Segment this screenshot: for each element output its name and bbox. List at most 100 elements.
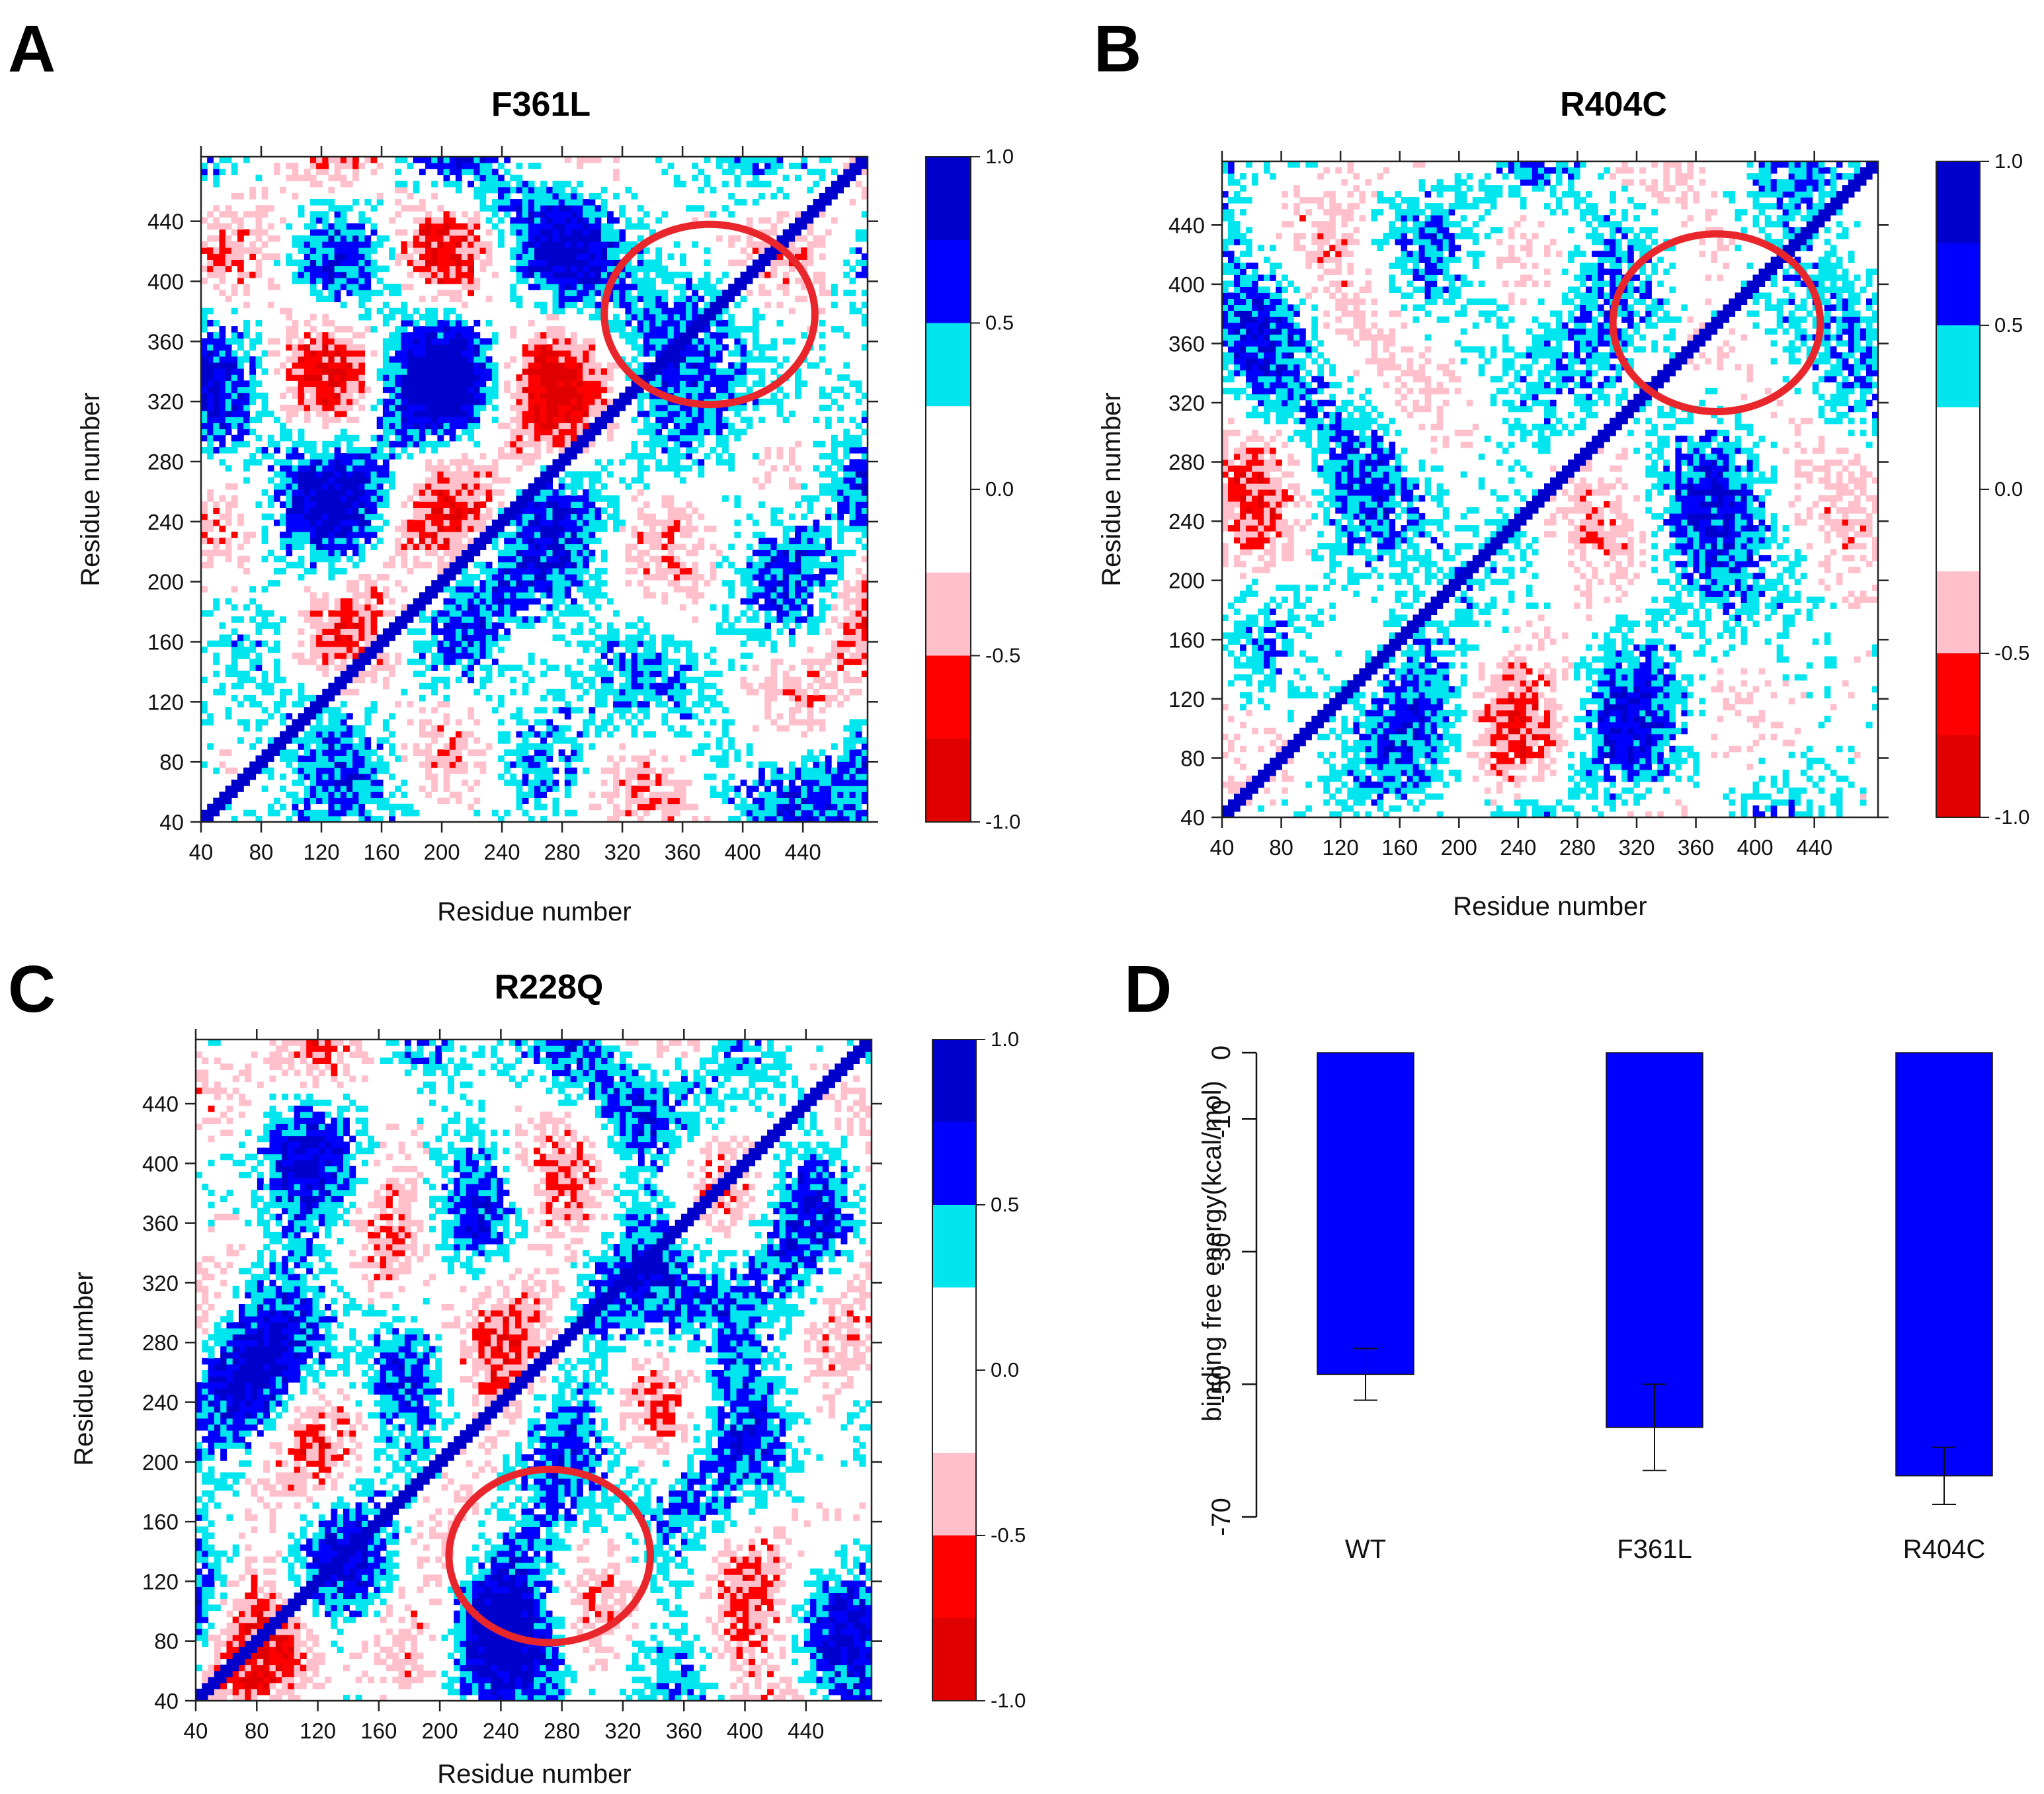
heatmap-cell (413, 344, 420, 351)
heatmap-cell (613, 296, 620, 302)
heatmap-cell (607, 229, 614, 236)
heatmap-cell (673, 471, 680, 478)
heatmap-cell (346, 725, 353, 732)
heatmap-cell (401, 368, 408, 375)
heatmap-cell (679, 392, 686, 399)
heatmap-cell (431, 223, 438, 230)
heatmap-cell (468, 217, 474, 224)
heatmap-cell (413, 507, 420, 514)
heatmap-cell (528, 532, 535, 538)
heatmap-cell (655, 350, 663, 357)
heatmap-cell (540, 495, 547, 502)
heatmap-cell (419, 495, 426, 502)
heatmap-cell (309, 344, 317, 351)
heatmap-cell (376, 471, 384, 478)
heatmap-cell (261, 707, 268, 714)
heatmap-cell (571, 241, 577, 248)
heatmap-cell (449, 350, 456, 357)
heatmap-cell (540, 235, 547, 242)
heatmap-cell (370, 271, 378, 278)
heatmap-cell (225, 247, 232, 254)
heatmap-cell (589, 302, 596, 309)
heatmap-cell (255, 767, 263, 774)
heatmap-cell (649, 780, 656, 786)
heatmap-cell (594, 398, 602, 405)
heatmap-cell (346, 235, 353, 242)
heatmap-cell (449, 501, 456, 508)
heatmap-cell (237, 247, 244, 254)
heatmap-cell (358, 495, 366, 502)
heatmap-cell (679, 362, 686, 369)
heatmap-cell (468, 434, 474, 442)
heatmap-cell (358, 671, 366, 678)
heatmap-cell (577, 659, 583, 665)
heatmap-cell (462, 477, 468, 484)
heatmap-cell (546, 580, 553, 587)
heatmap-cell (473, 598, 481, 605)
heatmap-cell (643, 532, 650, 538)
heatmap-cell (280, 513, 286, 520)
heatmap-cell (437, 731, 444, 738)
heatmap-cell (552, 235, 559, 242)
heatmap-cell (395, 386, 401, 393)
heatmap-cell (274, 640, 280, 647)
heatmap-cell (619, 640, 626, 647)
heatmap-cell (607, 659, 614, 665)
heatmap-cell (558, 326, 565, 333)
heatmap-cell (425, 719, 432, 726)
heatmap-cell (607, 646, 614, 653)
heatmap-cell (322, 217, 329, 224)
heatmap-cell (522, 797, 529, 805)
heatmap-cell (334, 737, 341, 744)
heatmap-cell (309, 725, 317, 732)
heatmap-cell (316, 731, 323, 738)
heatmap-cell (231, 780, 238, 786)
heatmap-cell (583, 423, 590, 430)
heatmap-cell (243, 719, 250, 726)
heatmap-cell (207, 253, 214, 260)
heatmap-cell (552, 574, 559, 581)
heatmap-cell (322, 652, 329, 659)
heatmap-cell (631, 786, 638, 792)
heatmap-cell (613, 175, 620, 182)
heatmap-cell (407, 538, 414, 544)
heatmap-cell (219, 290, 226, 296)
heatmap-cell (449, 374, 456, 381)
heatmap-cell (522, 247, 529, 254)
heatmap-cell (382, 665, 389, 671)
heatmap-cell (498, 477, 505, 484)
heatmap-cell (322, 761, 329, 768)
heatmap-cell (637, 296, 644, 302)
heatmap-cell (522, 277, 529, 284)
heatmap-cell (528, 374, 535, 381)
heatmap-cell (389, 386, 395, 393)
heatmap-cell (358, 797, 366, 805)
heatmap-cell (528, 265, 535, 272)
heatmap-cell (534, 223, 541, 230)
heatmap-cell (255, 665, 263, 671)
heatmap-cell (419, 447, 426, 454)
heatmap-cell (309, 326, 317, 333)
heatmap-cell (364, 465, 372, 472)
heatmap-cell (309, 761, 317, 768)
heatmap-cell (286, 326, 293, 333)
heatmap-cell (552, 356, 559, 363)
heatmap-cell (577, 296, 583, 302)
heatmap-cell (213, 223, 220, 230)
heatmap-cell (261, 525, 268, 532)
heatmap-cell (600, 368, 608, 375)
heatmap-cell (571, 773, 577, 780)
heatmap-cell (485, 580, 493, 587)
heatmap-cell (449, 157, 456, 163)
heatmap-cell (322, 701, 329, 708)
heatmap-cell (376, 755, 384, 762)
heatmap-cell (522, 580, 529, 587)
heatmap-cell (594, 495, 602, 502)
heatmap-cell (583, 731, 590, 738)
heatmap-cell (540, 815, 547, 822)
heatmap-cell (231, 501, 238, 508)
heatmap-cell (673, 519, 680, 526)
heatmap-cell (419, 338, 426, 345)
heatmap-cell (431, 525, 438, 532)
heatmap-cell (583, 640, 590, 647)
